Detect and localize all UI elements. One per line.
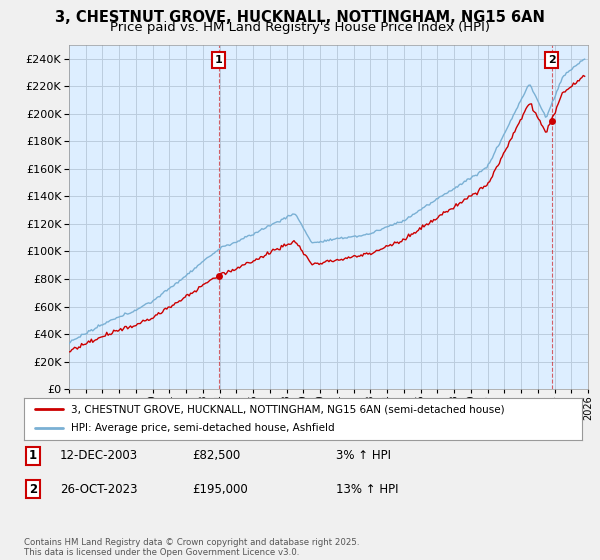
Text: 3, CHESTNUT GROVE, HUCKNALL, NOTTINGHAM, NG15 6AN: 3, CHESTNUT GROVE, HUCKNALL, NOTTINGHAM,… (55, 10, 545, 25)
Text: 2: 2 (548, 55, 556, 65)
Text: 13% ↑ HPI: 13% ↑ HPI (336, 483, 398, 496)
Text: £195,000: £195,000 (192, 483, 248, 496)
Text: 2: 2 (29, 483, 37, 496)
Text: 1: 1 (29, 449, 37, 462)
Text: 3% ↑ HPI: 3% ↑ HPI (336, 449, 391, 462)
Text: 1: 1 (215, 55, 223, 65)
Text: 26-OCT-2023: 26-OCT-2023 (60, 483, 137, 496)
Text: Price paid vs. HM Land Registry's House Price Index (HPI): Price paid vs. HM Land Registry's House … (110, 21, 490, 34)
Text: £82,500: £82,500 (192, 449, 240, 462)
Text: Contains HM Land Registry data © Crown copyright and database right 2025.
This d: Contains HM Land Registry data © Crown c… (24, 538, 359, 557)
Text: 12-DEC-2003: 12-DEC-2003 (60, 449, 138, 462)
Text: 3, CHESTNUT GROVE, HUCKNALL, NOTTINGHAM, NG15 6AN (semi-detached house): 3, CHESTNUT GROVE, HUCKNALL, NOTTINGHAM,… (71, 404, 505, 414)
Text: HPI: Average price, semi-detached house, Ashfield: HPI: Average price, semi-detached house,… (71, 423, 335, 433)
